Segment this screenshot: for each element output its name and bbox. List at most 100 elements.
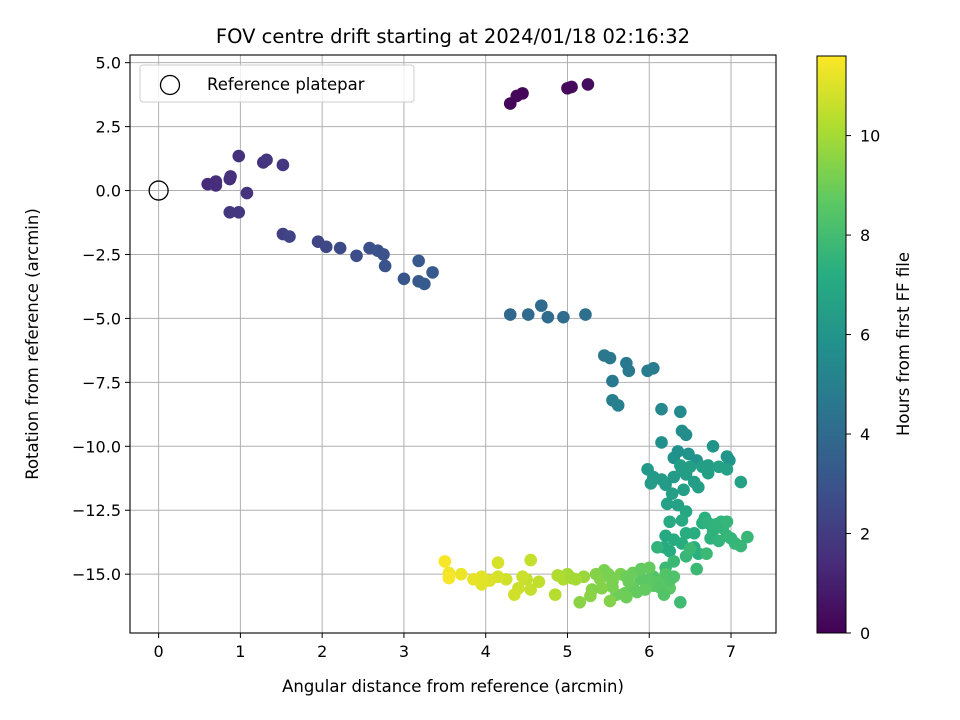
legend-box bbox=[139, 64, 415, 103]
y-tick-label: 5.0 bbox=[96, 54, 121, 73]
data-point bbox=[397, 272, 411, 286]
data-point bbox=[503, 308, 517, 321]
data-point bbox=[454, 567, 468, 581]
x-tick-label: 0 bbox=[154, 642, 164, 661]
data-point bbox=[595, 581, 609, 595]
data-point bbox=[412, 254, 425, 268]
data-point bbox=[603, 594, 617, 608]
data-point bbox=[535, 299, 548, 312]
y-tick-label: −12.5 bbox=[72, 501, 121, 520]
data-point bbox=[683, 460, 697, 474]
data-point bbox=[674, 596, 687, 609]
y-axis-ticks: 5.0 2.5 0.0 −2.5 −5.0 −7.5 −10.0 −12.5 −15.0 bbox=[72, 54, 130, 584]
y-tick-label: 2.5 bbox=[96, 118, 121, 137]
data-point bbox=[438, 555, 452, 568]
colorbar-tick-label: 4 bbox=[860, 425, 870, 444]
data-point bbox=[378, 259, 392, 273]
data-point bbox=[589, 567, 603, 581]
data-point bbox=[240, 186, 254, 200]
x-tick-label: 5 bbox=[562, 642, 572, 661]
data-point bbox=[701, 466, 715, 480]
data-point bbox=[651, 541, 664, 554]
data-point bbox=[677, 483, 690, 497]
y-tick-label: 0.0 bbox=[96, 182, 121, 201]
data-point bbox=[692, 480, 705, 494]
data-point bbox=[700, 547, 713, 561]
plot-frame bbox=[129, 54, 777, 634]
data-point bbox=[581, 78, 595, 91]
colorbar-tick-label: 0 bbox=[860, 624, 870, 643]
data-point bbox=[611, 399, 625, 412]
data-point bbox=[606, 374, 619, 388]
data-point bbox=[622, 575, 636, 589]
chart-title: FOV centre drift starting at 2024/01/18 … bbox=[216, 25, 690, 48]
colorbar: 0 2 4 6 8 10 Hours from first FF file bbox=[816, 55, 913, 643]
data-point bbox=[283, 230, 296, 243]
data-point bbox=[660, 497, 674, 511]
data-point bbox=[674, 405, 687, 419]
y-tick-label: −2.5 bbox=[82, 245, 121, 264]
colorbar-tick-label: 8 bbox=[860, 226, 870, 245]
data-point bbox=[644, 477, 658, 490]
data-point bbox=[516, 87, 529, 100]
y-axis-label: Rotation from reference (arcmin) bbox=[23, 208, 42, 480]
data-point bbox=[333, 241, 347, 255]
data-point bbox=[232, 205, 246, 219]
data-point bbox=[620, 590, 633, 604]
data-point bbox=[377, 248, 390, 261]
data-point bbox=[720, 515, 734, 529]
data-point bbox=[647, 361, 660, 375]
data-point bbox=[442, 571, 456, 585]
x-axis-label: Angular distance from reference (arcmin) bbox=[282, 677, 624, 696]
data-point bbox=[223, 205, 237, 219]
y-tick-label: −5.0 bbox=[82, 309, 121, 328]
data-point bbox=[565, 80, 578, 94]
data-point bbox=[663, 544, 676, 558]
data-point bbox=[276, 158, 290, 172]
x-tick-label: 3 bbox=[399, 642, 409, 661]
data-point bbox=[548, 588, 562, 601]
data-point bbox=[675, 514, 689, 527]
data-point bbox=[579, 308, 592, 321]
data-point bbox=[491, 556, 505, 569]
data-point bbox=[603, 351, 617, 365]
data-point bbox=[524, 583, 537, 596]
colorbar-tick-label: 10 bbox=[860, 127, 880, 146]
data-point bbox=[622, 364, 636, 378]
data-point bbox=[655, 402, 668, 416]
data-point bbox=[551, 569, 564, 582]
data-point bbox=[418, 277, 431, 291]
data-point bbox=[557, 310, 570, 324]
colorbar-gradient bbox=[816, 55, 847, 634]
data-point bbox=[524, 553, 537, 567]
y-tick-label: −7.5 bbox=[82, 373, 121, 392]
data-point bbox=[657, 588, 671, 601]
colorbar-label: Hours from first FF file bbox=[894, 252, 913, 436]
colorbar-tick-label: 2 bbox=[860, 525, 870, 544]
data-point bbox=[741, 530, 754, 544]
x-tick-label: 1 bbox=[235, 642, 245, 661]
data-point bbox=[319, 240, 333, 254]
data-point bbox=[516, 570, 529, 584]
x-axis-ticks: 0 1 2 3 4 5 6 7 bbox=[154, 633, 736, 661]
data-point bbox=[565, 571, 578, 585]
data-point bbox=[541, 310, 555, 324]
data-point bbox=[209, 175, 223, 188]
legend: Reference platepar bbox=[139, 64, 415, 103]
x-tick-label: 6 bbox=[644, 642, 654, 661]
data-point bbox=[665, 487, 679, 500]
data-point bbox=[679, 428, 693, 442]
colorbar-tick-label: 6 bbox=[860, 326, 870, 345]
data-point bbox=[467, 572, 480, 586]
y-tick-label: −15.0 bbox=[72, 565, 121, 584]
data-point bbox=[232, 149, 246, 163]
data-point bbox=[663, 515, 676, 529]
data-point bbox=[584, 589, 597, 603]
data-point bbox=[683, 542, 697, 555]
x-tick-label: 4 bbox=[481, 642, 491, 661]
data-point bbox=[659, 478, 672, 491]
data-point bbox=[260, 153, 273, 167]
data-points bbox=[201, 78, 754, 609]
data-point bbox=[642, 561, 656, 575]
data-point bbox=[350, 249, 363, 263]
